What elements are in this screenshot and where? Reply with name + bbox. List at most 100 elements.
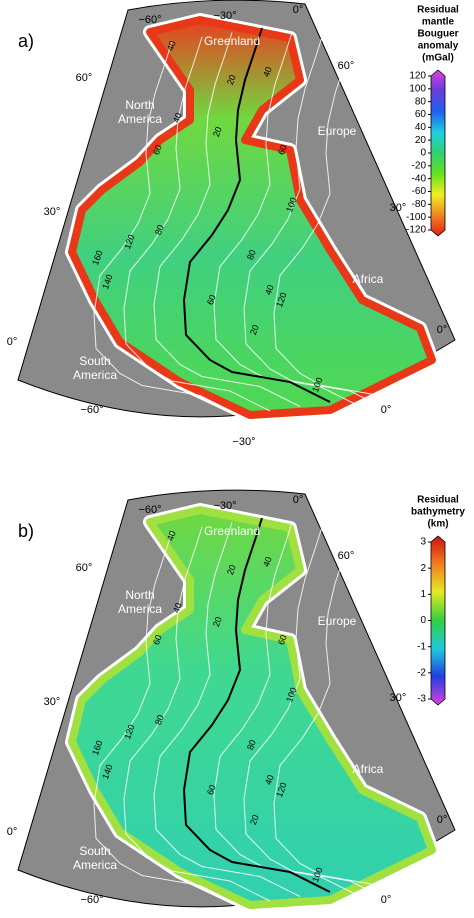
isochron xyxy=(93,531,241,906)
isochron-label: 80 xyxy=(153,713,166,726)
isochron-label: 120 xyxy=(274,781,289,799)
isochron xyxy=(243,36,391,412)
colorbar-title: (km) xyxy=(427,519,448,530)
isochron-label: 20 xyxy=(211,125,224,138)
isochron-label: 40 xyxy=(261,65,274,78)
graticule-label: 0° xyxy=(437,324,448,336)
colorbar-title: Bouguer xyxy=(417,29,458,40)
colorbar-tick-label: 0 xyxy=(420,615,426,626)
region-label: Africa xyxy=(353,762,384,776)
isochron xyxy=(213,522,361,897)
isochron-label: 40 xyxy=(263,283,276,296)
ridge-axis xyxy=(182,517,331,893)
isochron-label: 20 xyxy=(225,73,238,86)
isochron-label: 100 xyxy=(284,686,299,704)
isochron xyxy=(123,526,271,902)
isochron xyxy=(213,32,361,407)
graticule-label: 60° xyxy=(338,60,355,72)
colorbar-tick-label: -60 xyxy=(412,186,427,197)
colorbar-title: (mGal) xyxy=(422,53,454,64)
graticule-label: −60° xyxy=(138,504,161,516)
isochron-label: 20 xyxy=(211,615,224,628)
panel: a) −60° −30° 0° 60° 30° 0° 60° 30° 0° −60° −30° 0° Gr… xyxy=(7,0,459,448)
region-label: Greenland xyxy=(204,524,260,538)
graticule-label: 0° xyxy=(381,894,392,906)
isochron xyxy=(243,526,391,902)
isochron xyxy=(123,36,271,412)
colorbar xyxy=(430,69,446,237)
colorbar-tick-label: 40 xyxy=(415,122,427,133)
isochron-label: 40 xyxy=(165,529,178,542)
region-label: Africa xyxy=(353,272,384,286)
isochron xyxy=(153,32,301,407)
graticule-label: 0° xyxy=(381,404,392,416)
ridge-axis xyxy=(182,27,331,403)
isochron-label: 40 xyxy=(263,773,276,786)
isochron-label: 80 xyxy=(153,223,166,236)
colorbar-tick-label: -40 xyxy=(412,173,427,184)
graticule-label: 0° xyxy=(7,336,18,348)
colorbar-tick-label: -3 xyxy=(417,694,426,705)
panel: b)−60°−30°0°60°30°0°60°30°0°−60°−30°0°Gr… xyxy=(7,489,465,912)
panel-label: a) xyxy=(18,31,34,51)
graticule-label: −60° xyxy=(138,14,161,26)
isochron xyxy=(273,41,421,416)
graticule-label: 0° xyxy=(437,814,448,826)
isochron-label: 120 xyxy=(274,291,289,309)
colorbar-tick-label: 120 xyxy=(409,71,426,82)
panel-label: b) xyxy=(18,521,34,541)
ocean-data xyxy=(68,16,436,419)
isochron-label: 20 xyxy=(248,813,261,826)
graticule-label: 0° xyxy=(7,826,18,838)
ocean-data xyxy=(68,506,436,909)
graticule-label: 0° xyxy=(293,4,304,16)
graticule-label: 30° xyxy=(390,202,407,214)
colorbar-tick-label: 2 xyxy=(420,563,426,574)
region-label: Greenland xyxy=(204,34,260,48)
isochron-label: 20 xyxy=(225,563,238,576)
graticule-label: −30° xyxy=(213,10,236,22)
graticule-label: 60° xyxy=(338,550,355,562)
isochron-label: 60 xyxy=(276,143,289,156)
colorbar-title: anomaly xyxy=(418,41,459,52)
colorbar-tick-label: 3 xyxy=(420,537,426,548)
isochron-label: 40 xyxy=(171,111,184,124)
graticule-label: 30° xyxy=(390,692,407,704)
colorbar-title: mantle xyxy=(422,17,455,28)
graticule-label: 30° xyxy=(44,696,61,708)
colorbar-tick-label: 20 xyxy=(415,135,427,146)
colorbar-tick-label: -100 xyxy=(406,212,426,223)
region-label: South America xyxy=(73,354,117,382)
colorbar-title: Residual xyxy=(417,5,459,16)
isochron-label: 60 xyxy=(151,143,164,156)
region-label: Europe xyxy=(318,614,357,628)
isochron-label: 40 xyxy=(165,39,178,52)
colorbar-tick-label: -1 xyxy=(417,641,426,652)
colorbar-title: bathymetry xyxy=(411,507,465,518)
isochron-label: 120 xyxy=(122,233,137,251)
colorbar-tick-label: -20 xyxy=(412,160,427,171)
isochron-label: 80 xyxy=(245,248,258,261)
graticule-label: −60° xyxy=(80,404,103,416)
region-label: South America xyxy=(73,844,117,872)
isochron-label: 40 xyxy=(171,601,184,614)
isochron xyxy=(153,522,301,897)
isochron xyxy=(273,531,421,906)
colorbar-tick-label: 0 xyxy=(420,148,426,159)
isochron-label: 100 xyxy=(284,196,299,214)
graticule-label: −30° xyxy=(213,500,236,512)
region-label: North America xyxy=(118,588,162,616)
isochron-label: 100 xyxy=(310,866,325,884)
colorbar-tick-label: 80 xyxy=(415,96,427,107)
isochron-label: 60 xyxy=(276,633,289,646)
colorbar-title: Residual xyxy=(417,495,459,506)
colorbar xyxy=(430,535,446,706)
colorbar-tick-label: -2 xyxy=(417,667,426,678)
colorbar-tick-label: -120 xyxy=(406,225,426,236)
region-label: Europe xyxy=(318,124,357,138)
graticule-label: 60° xyxy=(76,72,93,84)
isochron-label: 160 xyxy=(90,249,105,267)
graticule-label: −60° xyxy=(80,894,103,906)
graticule-label: 60° xyxy=(76,562,93,574)
